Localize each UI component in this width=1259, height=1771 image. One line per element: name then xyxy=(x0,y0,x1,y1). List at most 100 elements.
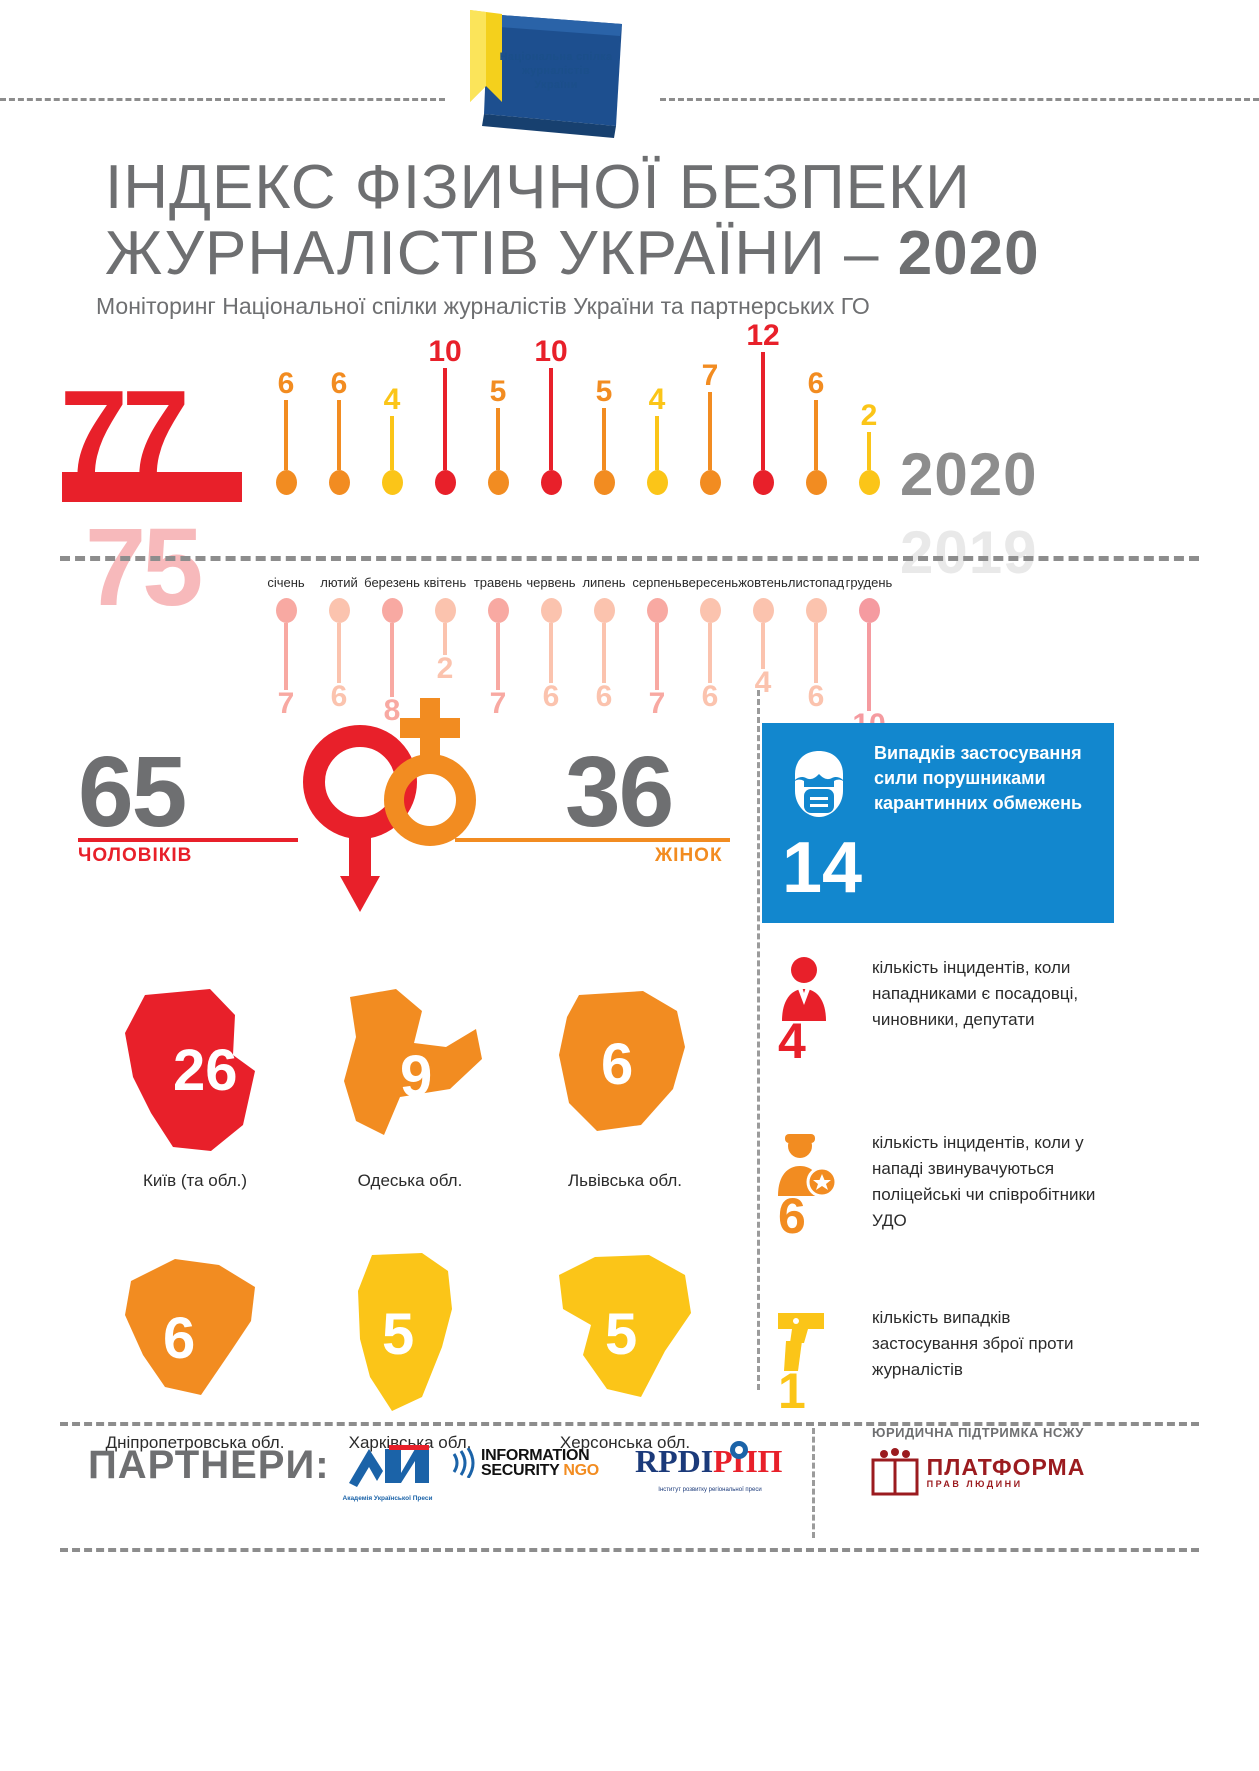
quarantine-text: Випадків застосування сили порушниками к… xyxy=(874,743,1083,813)
monthly-chart-2020: 6 6 4 10 5 10 5 4 7 12 6 2 xyxy=(250,321,890,495)
logo-line-1: Національна спілка xyxy=(499,51,613,63)
month-dot xyxy=(593,470,615,495)
region-card: 5 Харківська обл. xyxy=(305,1247,515,1453)
month-bar-2019: 4 xyxy=(737,598,789,699)
police-officer-icon xyxy=(778,1134,838,1198)
region-value: 5 xyxy=(382,1302,415,1367)
region-shape: 5 xyxy=(545,1247,705,1427)
legal-support-label: ЮРИДИЧНА ПІДТРИМКА НСЖУ xyxy=(872,1425,1084,1440)
month-dot xyxy=(381,598,403,623)
partner-logo-rpdi[interactable]: RPDI РПП Інститут розвитку регіональної … xyxy=(630,1440,790,1493)
mars-venus-icon xyxy=(303,698,476,912)
region-label: Дніпропетровська обл. xyxy=(105,1433,285,1452)
quarantine-count: 14 xyxy=(782,828,863,908)
top-rule-right xyxy=(660,98,1259,101)
male-underline xyxy=(78,838,298,842)
region-map-icon xyxy=(559,1255,691,1397)
partner-logo-infosec-line2: SECURITY NGO xyxy=(481,1462,599,1479)
month-value-2020: 4 xyxy=(648,383,666,416)
title-line-1: ІНДЕКС ФІЗИЧНОЇ БЕЗПЕКИ xyxy=(105,153,971,222)
partner-logo-infosec[interactable]: INFORMATION SECURITY NGO xyxy=(450,1447,615,1479)
month-stem xyxy=(814,400,818,470)
month-value-2020: 10 xyxy=(428,335,462,368)
month-label: серпень xyxy=(632,575,682,590)
month-dot xyxy=(328,598,350,623)
region-map-icon xyxy=(125,989,255,1151)
month-value-2019: 6 xyxy=(542,680,560,713)
month-value-2019: 4 xyxy=(754,666,772,699)
month-value-2020: 12 xyxy=(746,319,780,352)
month-dot xyxy=(752,598,774,623)
male-count: 65 xyxy=(78,736,187,848)
month-bar-2019: 10 xyxy=(843,598,895,740)
month-axis-labels: січень лютий березень квітень травень червень… xyxy=(250,575,892,595)
month-bar-2019: 8 xyxy=(366,598,418,726)
nsju-logo: Національна спілка журналістів України xyxy=(440,6,630,141)
month-dot xyxy=(646,470,668,495)
month-stem xyxy=(496,623,500,690)
human-rights-platform-icon xyxy=(871,1448,919,1496)
month-stem xyxy=(337,623,341,683)
region-label: Одеська обл. xyxy=(357,1171,463,1190)
month-stem xyxy=(867,623,871,711)
month-value-2019: 6 xyxy=(595,680,613,713)
month-label: січень xyxy=(267,575,305,590)
month-bar-2019: 7 xyxy=(472,598,524,719)
month-dot xyxy=(434,598,456,623)
month-bar-2020: 5 xyxy=(578,377,630,495)
month-bar-2020: 6 xyxy=(260,369,312,495)
month-dot xyxy=(275,598,297,623)
stat-icon xyxy=(772,1130,838,1200)
month-label: лютий xyxy=(320,575,358,590)
region-shape: 5 xyxy=(330,1247,490,1427)
svg-text:RPDI: RPDI xyxy=(635,1443,713,1479)
month-bar-2020: 4 xyxy=(631,383,683,495)
month-bar-2020: 12 xyxy=(737,319,789,495)
month-dot xyxy=(487,470,509,495)
partner-logo-aup[interactable]: Академія Української Преси xyxy=(330,1443,445,1502)
month-label: березень xyxy=(364,575,420,590)
gender-symbols xyxy=(290,690,510,920)
logo-text-block: Національна спілка журналістів України xyxy=(494,50,618,92)
month-stem xyxy=(602,623,606,683)
region-value: 26 xyxy=(173,1038,238,1103)
month-stem xyxy=(549,623,553,683)
region-label: Київ (та обл.) xyxy=(142,1171,248,1190)
region-map-icon xyxy=(344,989,482,1135)
month-bar-2020: 2 xyxy=(843,399,895,495)
month-dot xyxy=(805,470,827,495)
month-label: червень xyxy=(526,575,576,590)
region-shape: 9 xyxy=(330,985,490,1165)
vertical-divider xyxy=(757,690,760,1390)
month-stem xyxy=(814,623,818,683)
logo-line-3: України xyxy=(534,79,578,91)
sound-waves-icon xyxy=(452,1448,475,1478)
region-shape: 6 xyxy=(545,985,705,1165)
month-bar-2019: 6 xyxy=(790,598,842,712)
month-label: квітень xyxy=(423,575,467,590)
region-shape: 6 xyxy=(115,1247,275,1427)
page-subtitle: Моніторинг Національної спілки журналіст… xyxy=(96,293,870,319)
month-bar-2019: 6 xyxy=(313,598,365,712)
month-bar-2020: 10 xyxy=(525,335,577,495)
month-value-2019: 2 xyxy=(436,652,454,685)
month-label: листопад xyxy=(787,575,845,590)
month-value-2020: 10 xyxy=(534,335,568,368)
partner-logo-platforma[interactable]: ПЛАТФОРМА ПРАВ ЛЮДИНИ xyxy=(828,1448,1128,1496)
partner-logo-infosec-line1: INFORMATION xyxy=(481,1447,590,1464)
month-dot xyxy=(858,598,880,623)
month-value-2020: 2 xyxy=(860,399,878,432)
quarantine-highlight-box: 14 Випадків застосування сили порушникам… xyxy=(762,723,1114,923)
month-stem xyxy=(708,623,712,683)
month-dot xyxy=(381,470,403,495)
total-2019: 75 xyxy=(85,506,203,629)
aup-logo-icon xyxy=(348,1445,429,1487)
footer-vertical-divider xyxy=(812,1428,815,1538)
partner-logo-platforma-sub: ПРАВ ЛЮДИНИ xyxy=(926,1479,1023,1489)
stat-text: кількість випадків застосування зброї пр… xyxy=(872,1308,1074,1379)
month-stem xyxy=(284,400,288,470)
month-bar-2020: 6 xyxy=(313,369,365,495)
month-bar-2019: 2 xyxy=(419,598,471,685)
year-label-2019: 2019 xyxy=(900,519,1038,586)
gun-icon xyxy=(778,1313,824,1371)
